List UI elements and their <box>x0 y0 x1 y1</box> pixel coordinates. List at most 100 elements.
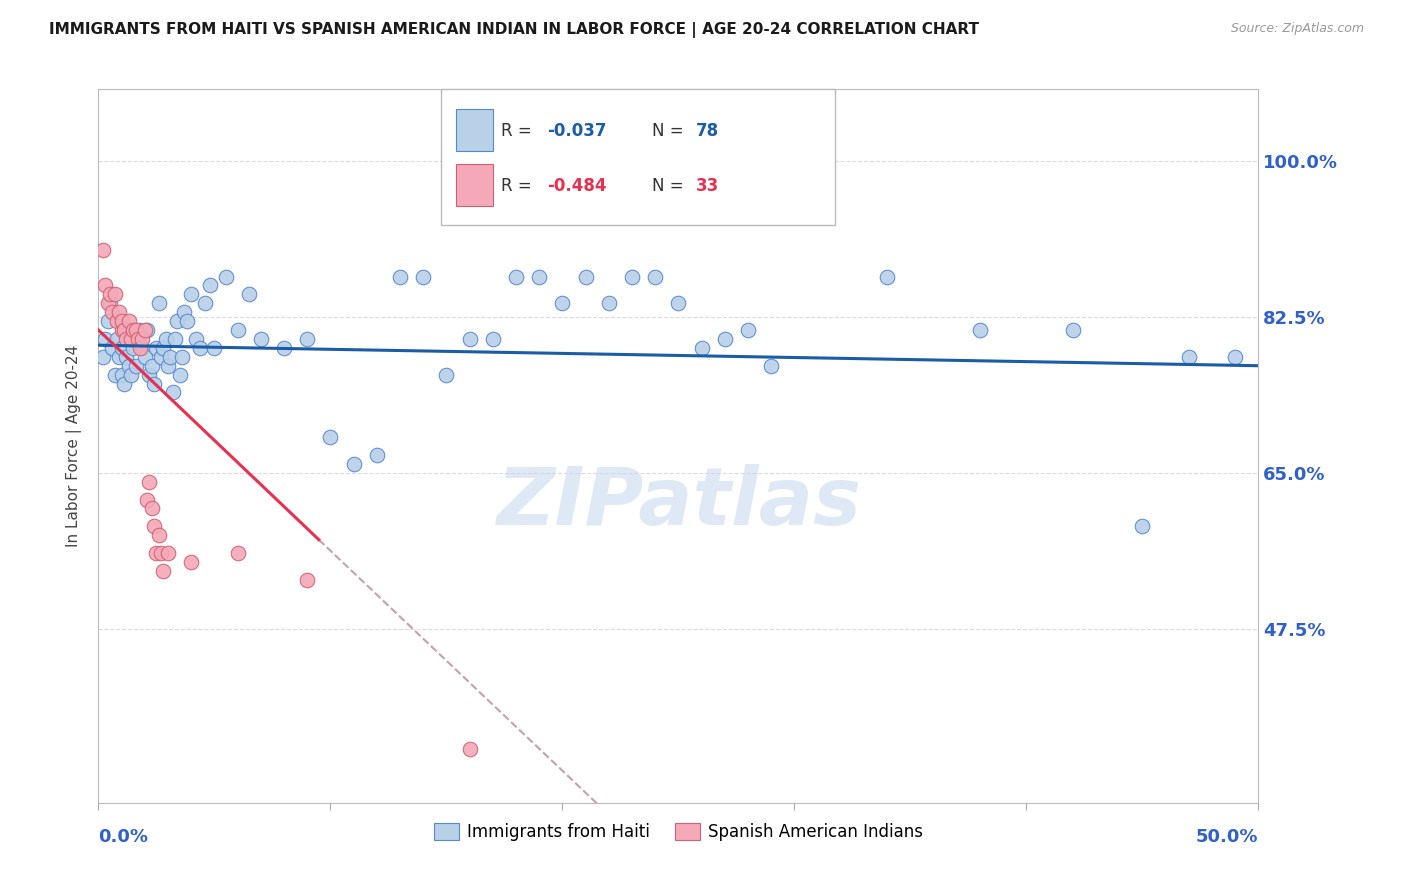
Point <box>876 269 898 284</box>
Point <box>273 341 295 355</box>
Point <box>145 546 167 560</box>
Point <box>215 269 238 284</box>
Point <box>112 376 135 391</box>
Point <box>297 332 319 346</box>
Point <box>129 341 152 355</box>
Point <box>117 359 139 373</box>
Point <box>226 546 249 560</box>
Point <box>737 323 759 337</box>
Text: N =: N = <box>652 177 689 194</box>
Point <box>644 269 666 284</box>
Point <box>163 332 186 346</box>
Point <box>122 323 145 337</box>
Point <box>97 296 120 310</box>
Point <box>162 385 184 400</box>
Point <box>166 314 188 328</box>
Point <box>159 350 181 364</box>
Point <box>1178 350 1201 364</box>
Point <box>574 269 596 284</box>
Point <box>111 368 132 382</box>
Point <box>143 376 166 391</box>
Point <box>194 296 217 310</box>
Point <box>969 323 991 337</box>
Point <box>138 368 160 382</box>
Point <box>458 332 481 346</box>
Point <box>529 269 551 284</box>
Point <box>180 287 202 301</box>
Point <box>148 296 170 310</box>
Point <box>598 296 620 310</box>
Point <box>666 296 689 310</box>
Point <box>412 269 434 284</box>
Point <box>169 368 191 382</box>
Text: 78: 78 <box>696 121 718 139</box>
Point <box>148 528 170 542</box>
Point <box>117 314 139 328</box>
Point <box>319 430 342 444</box>
Point <box>551 296 574 310</box>
Point <box>155 332 177 346</box>
FancyBboxPatch shape <box>456 109 494 152</box>
Text: 50.0%: 50.0% <box>1197 828 1258 846</box>
Point <box>690 341 713 355</box>
Point <box>250 332 273 346</box>
Point <box>436 368 458 382</box>
Point <box>1132 519 1154 533</box>
Point <box>170 350 193 364</box>
Point <box>152 341 174 355</box>
Point <box>111 323 132 337</box>
Point <box>127 332 149 346</box>
Point <box>297 573 319 587</box>
Point <box>127 332 149 346</box>
Point <box>198 278 221 293</box>
Point <box>366 448 388 462</box>
Point <box>173 305 195 319</box>
Point <box>120 332 142 346</box>
Point <box>97 314 120 328</box>
Point <box>157 546 180 560</box>
Point <box>105 314 128 328</box>
Point <box>136 323 159 337</box>
Point <box>714 332 737 346</box>
Point <box>458 742 481 756</box>
Point <box>115 332 138 346</box>
Point <box>157 359 180 373</box>
Point <box>190 341 212 355</box>
Point <box>761 359 783 373</box>
Point <box>131 341 153 355</box>
Point <box>104 368 127 382</box>
Legend: Immigrants from Haiti, Spanish American Indians: Immigrants from Haiti, Spanish American … <box>427 816 929 848</box>
Point <box>807 171 830 186</box>
Point <box>136 492 159 507</box>
Point <box>238 287 260 301</box>
Point <box>184 332 207 346</box>
Point <box>111 341 132 355</box>
Point <box>226 323 249 337</box>
Point <box>134 323 156 337</box>
FancyBboxPatch shape <box>456 164 494 206</box>
Point <box>98 296 121 310</box>
Text: R =: R = <box>501 121 537 139</box>
Point <box>150 350 173 364</box>
Point <box>104 287 127 301</box>
Point <box>176 314 198 328</box>
Point <box>115 350 138 364</box>
Point <box>101 305 124 319</box>
Point <box>505 269 527 284</box>
Point <box>388 269 412 284</box>
Point <box>122 341 145 355</box>
Point <box>180 555 202 569</box>
Point <box>621 269 644 284</box>
Point <box>138 475 160 489</box>
Point <box>105 332 128 346</box>
Point <box>101 341 124 355</box>
Point <box>343 457 366 471</box>
Y-axis label: In Labor Force | Age 20-24: In Labor Force | Age 20-24 <box>66 345 83 547</box>
Text: -0.037: -0.037 <box>547 121 607 139</box>
Text: 33: 33 <box>696 177 718 194</box>
Point <box>94 332 117 346</box>
Point <box>134 350 156 364</box>
Text: Source: ZipAtlas.com: Source: ZipAtlas.com <box>1230 22 1364 36</box>
Point <box>111 314 132 328</box>
Point <box>91 243 114 257</box>
